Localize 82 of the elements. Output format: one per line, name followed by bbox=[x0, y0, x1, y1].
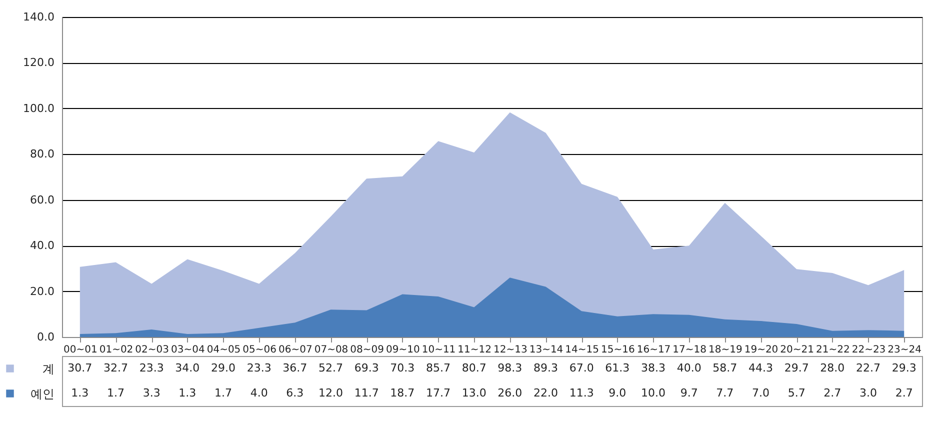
data-label: 1.3 bbox=[71, 386, 89, 400]
data-label: 30.7 bbox=[68, 362, 92, 374]
x-tick-label: 18~19 bbox=[708, 344, 742, 356]
data-label: 29.3 bbox=[892, 362, 916, 374]
data-label: 61.3 bbox=[605, 362, 630, 374]
x-tick-label: 14~15 bbox=[565, 344, 599, 356]
data-label: 12.0 bbox=[318, 386, 343, 400]
data-label: 98.3 bbox=[498, 362, 522, 374]
data-label: 5.7 bbox=[788, 386, 806, 400]
data-label: 67.0 bbox=[569, 362, 594, 374]
data-label: 36.7 bbox=[282, 362, 308, 374]
data-label: 18.7 bbox=[390, 386, 415, 400]
data-label: 17.7 bbox=[426, 386, 450, 400]
y-tick-label: 80.0 bbox=[30, 148, 54, 161]
x-tick-label: 08~09 bbox=[350, 344, 384, 356]
data-label: 28.0 bbox=[820, 362, 845, 374]
x-tick-label: 02~03 bbox=[135, 344, 169, 356]
x-tick-label: 05~06 bbox=[242, 344, 276, 356]
data-label: 85.7 bbox=[426, 362, 450, 374]
x-tick-label: 01~02 bbox=[99, 344, 134, 356]
data-label: 1.7 bbox=[107, 386, 124, 400]
y-tick-label: 0.0 bbox=[37, 330, 54, 344]
x-tick-label: 23~24 bbox=[888, 344, 922, 356]
data-label: 23.3 bbox=[246, 362, 272, 374]
data-label: 26.0 bbox=[498, 386, 522, 400]
x-tick-label: 11~12 bbox=[458, 344, 492, 356]
data-label: 7.7 bbox=[716, 386, 734, 400]
data-label: 3.0 bbox=[860, 386, 877, 400]
x-tick-label: 15~16 bbox=[601, 344, 635, 356]
data-label: 80.7 bbox=[462, 362, 486, 374]
x-tick-label: 10~11 bbox=[422, 344, 456, 356]
data-label: 40.0 bbox=[676, 362, 702, 374]
x-tick-label: 07~08 bbox=[314, 344, 348, 356]
y-tick-label: 100.0 bbox=[23, 102, 54, 115]
y-tick-label: 20.0 bbox=[30, 284, 54, 298]
data-label: 7.0 bbox=[752, 386, 770, 400]
data-label: 22.7 bbox=[856, 362, 880, 374]
x-tick-label: 19~20 bbox=[744, 344, 778, 356]
data-label: 34.0 bbox=[175, 362, 200, 374]
x-tick-label: 20~21 bbox=[780, 344, 814, 356]
data-label: 2.7 bbox=[824, 386, 842, 400]
data-label: 10.0 bbox=[641, 386, 666, 400]
data-label: 22.0 bbox=[534, 386, 558, 400]
data-label: 4.0 bbox=[250, 386, 268, 400]
data-label: 9.7 bbox=[680, 386, 698, 400]
legend-label: 예인 bbox=[30, 387, 54, 401]
x-tick-label: 03~04 bbox=[171, 344, 205, 356]
data-label: 13.0 bbox=[462, 386, 486, 400]
y-tick-label: 40.0 bbox=[30, 239, 54, 252]
x-tick-label: 09~10 bbox=[386, 344, 420, 356]
x-tick-label: 12~13 bbox=[494, 344, 528, 356]
data-label: 38.3 bbox=[641, 362, 666, 374]
y-tick-label: 140.0 bbox=[23, 10, 54, 24]
data-label: 29.7 bbox=[784, 362, 809, 374]
x-tick-label: 22~23 bbox=[852, 344, 886, 356]
y-tick-label: 60.0 bbox=[30, 193, 54, 206]
data-label: 89.3 bbox=[534, 362, 558, 374]
data-label: 70.3 bbox=[390, 362, 415, 374]
data-label: 11.7 bbox=[354, 386, 379, 400]
x-tick-label: 06~07 bbox=[278, 344, 312, 356]
data-label: 9.0 bbox=[608, 386, 626, 400]
x-tick-label: 04~05 bbox=[206, 344, 241, 356]
x-tick-label: 13~14 bbox=[529, 344, 564, 356]
x-tick-label: 21~22 bbox=[816, 344, 850, 356]
y-tick-label: 120.0 bbox=[23, 56, 54, 70]
data-label: 1.7 bbox=[214, 386, 232, 400]
x-tick-label: 00~01 bbox=[64, 344, 98, 356]
x-tick-label: 17~18 bbox=[672, 344, 706, 356]
data-label: 32.7 bbox=[104, 362, 128, 374]
data-label: 1.3 bbox=[178, 386, 196, 400]
data-label: 58.7 bbox=[712, 362, 738, 374]
data-label: 52.7 bbox=[318, 362, 343, 374]
data-label: 2.7 bbox=[895, 386, 913, 400]
data-label: 29.0 bbox=[211, 362, 236, 374]
data-label: 23.3 bbox=[139, 362, 164, 374]
data-label: 3.3 bbox=[142, 386, 160, 400]
data-label: 44.3 bbox=[748, 362, 773, 374]
x-tick-label: 16~17 bbox=[636, 344, 671, 356]
data-label: 69.3 bbox=[354, 362, 379, 374]
legend-label: 계 bbox=[42, 362, 54, 376]
data-label: 11.3 bbox=[569, 386, 594, 400]
data-label: 6.3 bbox=[286, 386, 304, 400]
